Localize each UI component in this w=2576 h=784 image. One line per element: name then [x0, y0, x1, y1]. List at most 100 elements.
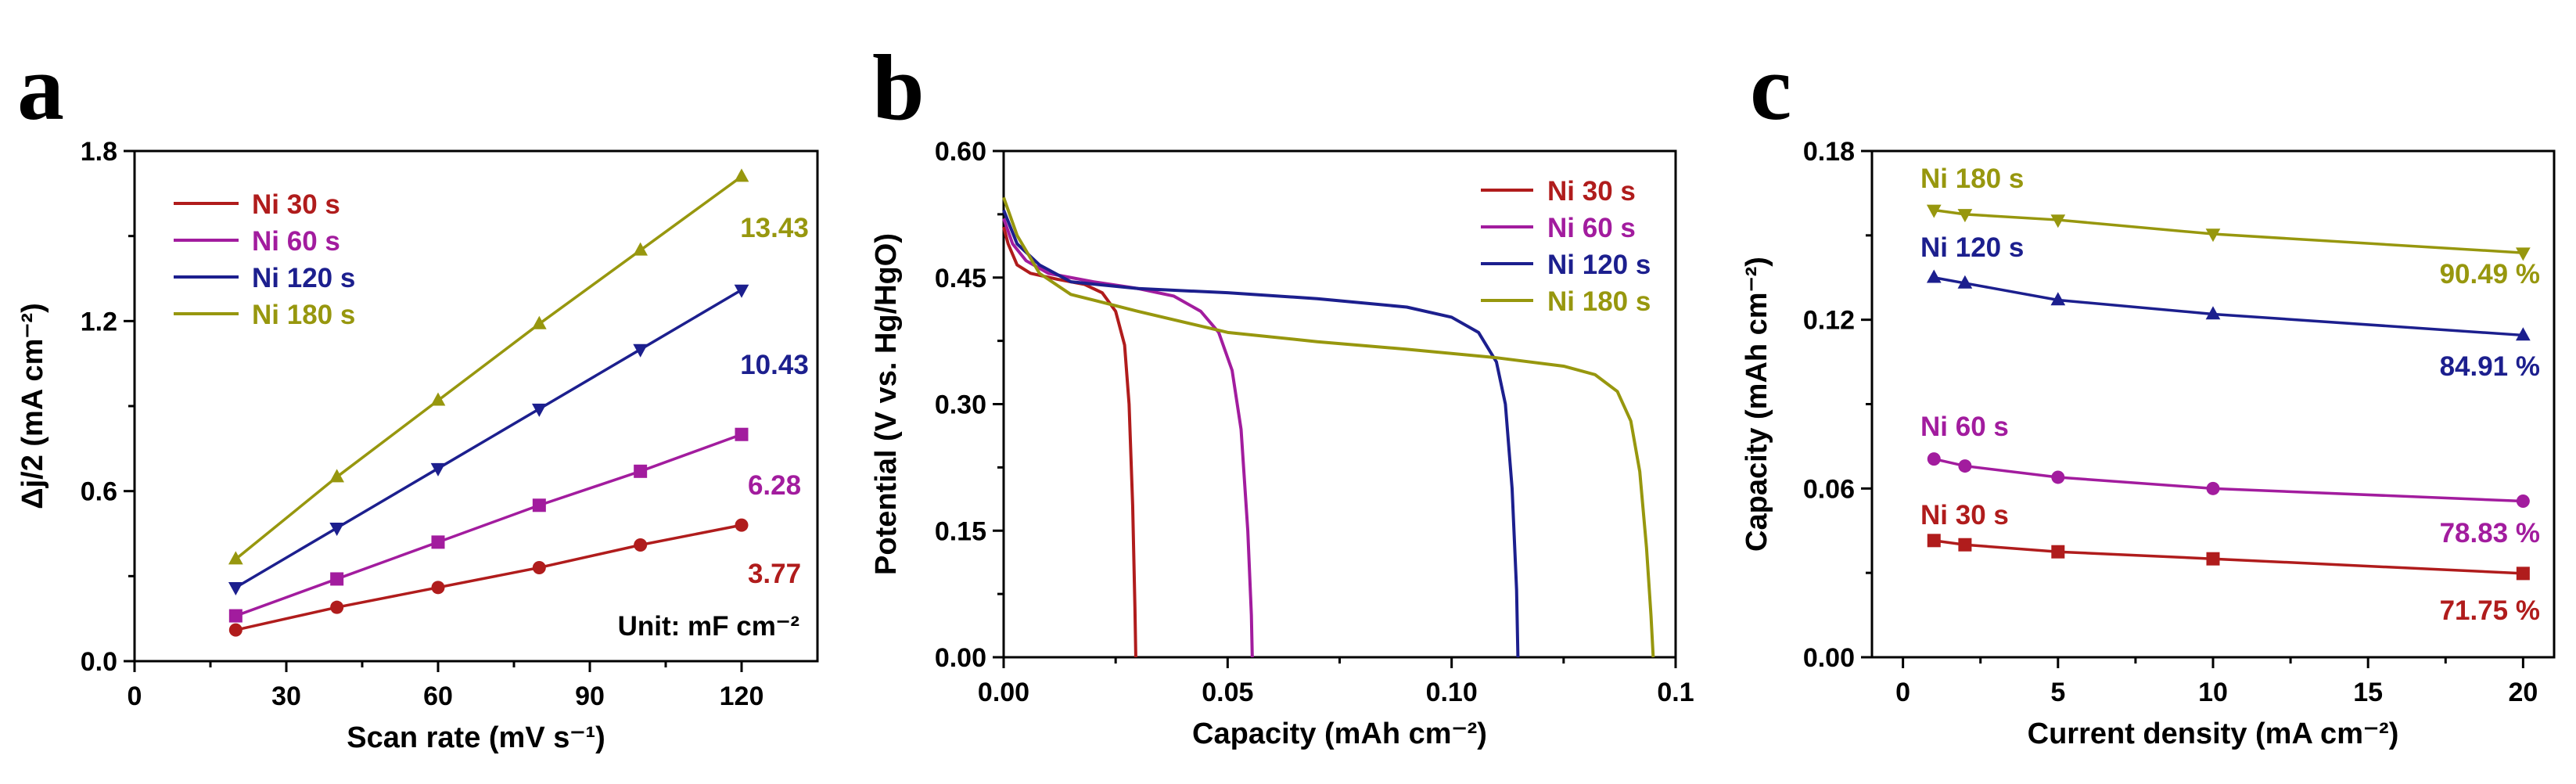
series-line-ni-120-s: [235, 288, 742, 589]
y-tick-label: 1.2: [81, 307, 117, 336]
data-point: [1958, 459, 1972, 473]
data-point: [1957, 275, 1973, 289]
x-tick-label: 10: [2198, 678, 2228, 707]
series-line-ni-60-s: [235, 433, 742, 617]
data-point: [431, 535, 445, 549]
data-point: [1926, 269, 1942, 283]
legend-label: Ni 60 s: [252, 226, 340, 257]
discharge-curve-ni-120-s: [1002, 209, 1520, 658]
legend-label: Ni 120 s: [252, 263, 355, 293]
panel-letter-b: b: [872, 35, 925, 139]
data-point: [330, 572, 344, 586]
legend-label: Ni 180 s: [1547, 286, 1651, 317]
discharge-curve-ni-180-s: [1002, 196, 1655, 658]
y-axis-label: Capacity (mAh cm⁻²): [1741, 257, 1773, 552]
data-point: [2050, 292, 2066, 306]
chart-panel-c: 0 5 10 15 20 0.00 0.06 0.12 0.18 Current density …: [1741, 137, 2556, 750]
data-point: [735, 518, 749, 532]
data-point: [633, 343, 648, 358]
data-point: [2205, 306, 2221, 320]
y-tick-label: 0.45: [935, 264, 986, 293]
discharge-curve-ni-30-s: [1002, 226, 1137, 658]
data-point: [228, 582, 243, 596]
data-point: [532, 560, 546, 574]
y-tick-label: 0.6: [81, 477, 117, 507]
data-point: [228, 551, 243, 565]
data-point: [2051, 470, 2065, 484]
y-tick-label: 0.15: [935, 516, 986, 546]
data-point: [2206, 552, 2220, 566]
series-line-ni-30-s: [1934, 539, 2524, 575]
slope-annotation: 6.28: [748, 470, 801, 501]
data-point: [1927, 534, 1941, 548]
panel-letter-c: c: [1750, 35, 1791, 139]
y-tick-label: 1.8: [81, 137, 117, 167]
y-tick-label: 0.00: [1803, 643, 1855, 673]
retention-annotation: 90.49 %: [2440, 259, 2540, 290]
x-tick-label: 15: [2353, 678, 2383, 707]
x-axis-label: Scan rate (mV s⁻¹): [347, 721, 605, 754]
x-tick-label: 0.10: [1426, 678, 1478, 707]
retention-annotation: 84.91 %: [2440, 351, 2540, 382]
data-point: [431, 581, 445, 595]
data-point: [532, 498, 546, 512]
data-point: [634, 538, 648, 552]
legend-label: Ni 120 s: [1547, 250, 1651, 280]
legend-label: Ni 60 s: [1547, 213, 1636, 243]
x-tick-label: 0.1: [1657, 678, 1694, 707]
x-tick-label: 30: [271, 682, 301, 711]
x-tick-label: 60: [423, 682, 453, 711]
data-point: [329, 469, 345, 483]
y-tick-label: 0.30: [935, 390, 986, 420]
data-point: [2516, 566, 2530, 581]
series-line-ni-30-s: [235, 523, 742, 631]
data-point: [633, 242, 648, 256]
series-label: Ni 60 s: [1920, 412, 2009, 442]
y-tick-label: 0.60: [935, 137, 986, 167]
x-tick-label: 120: [720, 682, 764, 711]
legend-label: Ni 30 s: [1547, 176, 1636, 207]
data-point: [734, 168, 749, 182]
x-tick-label: 5: [2050, 678, 2065, 707]
y-tick-label: 0.0: [81, 647, 117, 677]
discharge-curve-ni-60-s: [1002, 218, 1254, 658]
y-tick-label: 0.00: [935, 643, 986, 673]
data-point: [2516, 327, 2531, 341]
data-point: [735, 427, 749, 441]
data-point: [430, 392, 446, 406]
y-axis-label: Δj/2 (mA cm⁻²): [16, 303, 49, 509]
chart-panel-b: 0.00 0.05 0.10 0.1 0.00 0.15 0.30 0.45 0.60 Capac…: [870, 137, 1694, 750]
series-line-ni-180-s: [235, 175, 743, 560]
data-point: [1926, 204, 1942, 218]
data-point: [2516, 494, 2530, 509]
data-point: [2050, 214, 2066, 228]
unit-note: Unit: mF cm⁻²: [618, 611, 799, 642]
slope-annotation: 3.77: [748, 559, 801, 589]
data-point: [531, 403, 547, 417]
y-axis-label: Potential (V vs. Hg/HgO): [870, 233, 903, 575]
data-point: [2205, 228, 2221, 243]
slope-annotation: 13.43: [740, 213, 809, 243]
legend-label: Ni 30 s: [252, 189, 340, 220]
axes-c-frame: [1870, 149, 2556, 659]
x-tick-label: 0.05: [1202, 678, 1253, 707]
data-point: [330, 600, 344, 614]
retention-annotation: 71.75 %: [2440, 595, 2540, 626]
x-tick-label: 20: [2508, 678, 2538, 707]
data-point: [1927, 452, 1941, 466]
chart-panel-a: 0 30 60 90 120 0.0 0.6 1.2 1.8 Scan rate (mV s⁻¹)…: [16, 137, 819, 754]
data-point: [329, 522, 345, 536]
data-point: [634, 464, 648, 478]
x-tick-label: 0.00: [978, 678, 1029, 707]
y-tick-label: 0.18: [1803, 137, 1855, 167]
legend-label: Ni 180 s: [252, 300, 355, 330]
data-point: [2206, 481, 2220, 495]
data-point: [1958, 538, 1972, 552]
y-tick-label: 0.12: [1803, 306, 1855, 336]
retention-annotation: 78.83 %: [2440, 518, 2540, 548]
y-tick-label: 0.06: [1803, 474, 1855, 504]
series-label: Ni 180 s: [1920, 164, 2024, 194]
data-point: [734, 284, 749, 298]
series-line-ni-60-s: [1933, 457, 2524, 503]
